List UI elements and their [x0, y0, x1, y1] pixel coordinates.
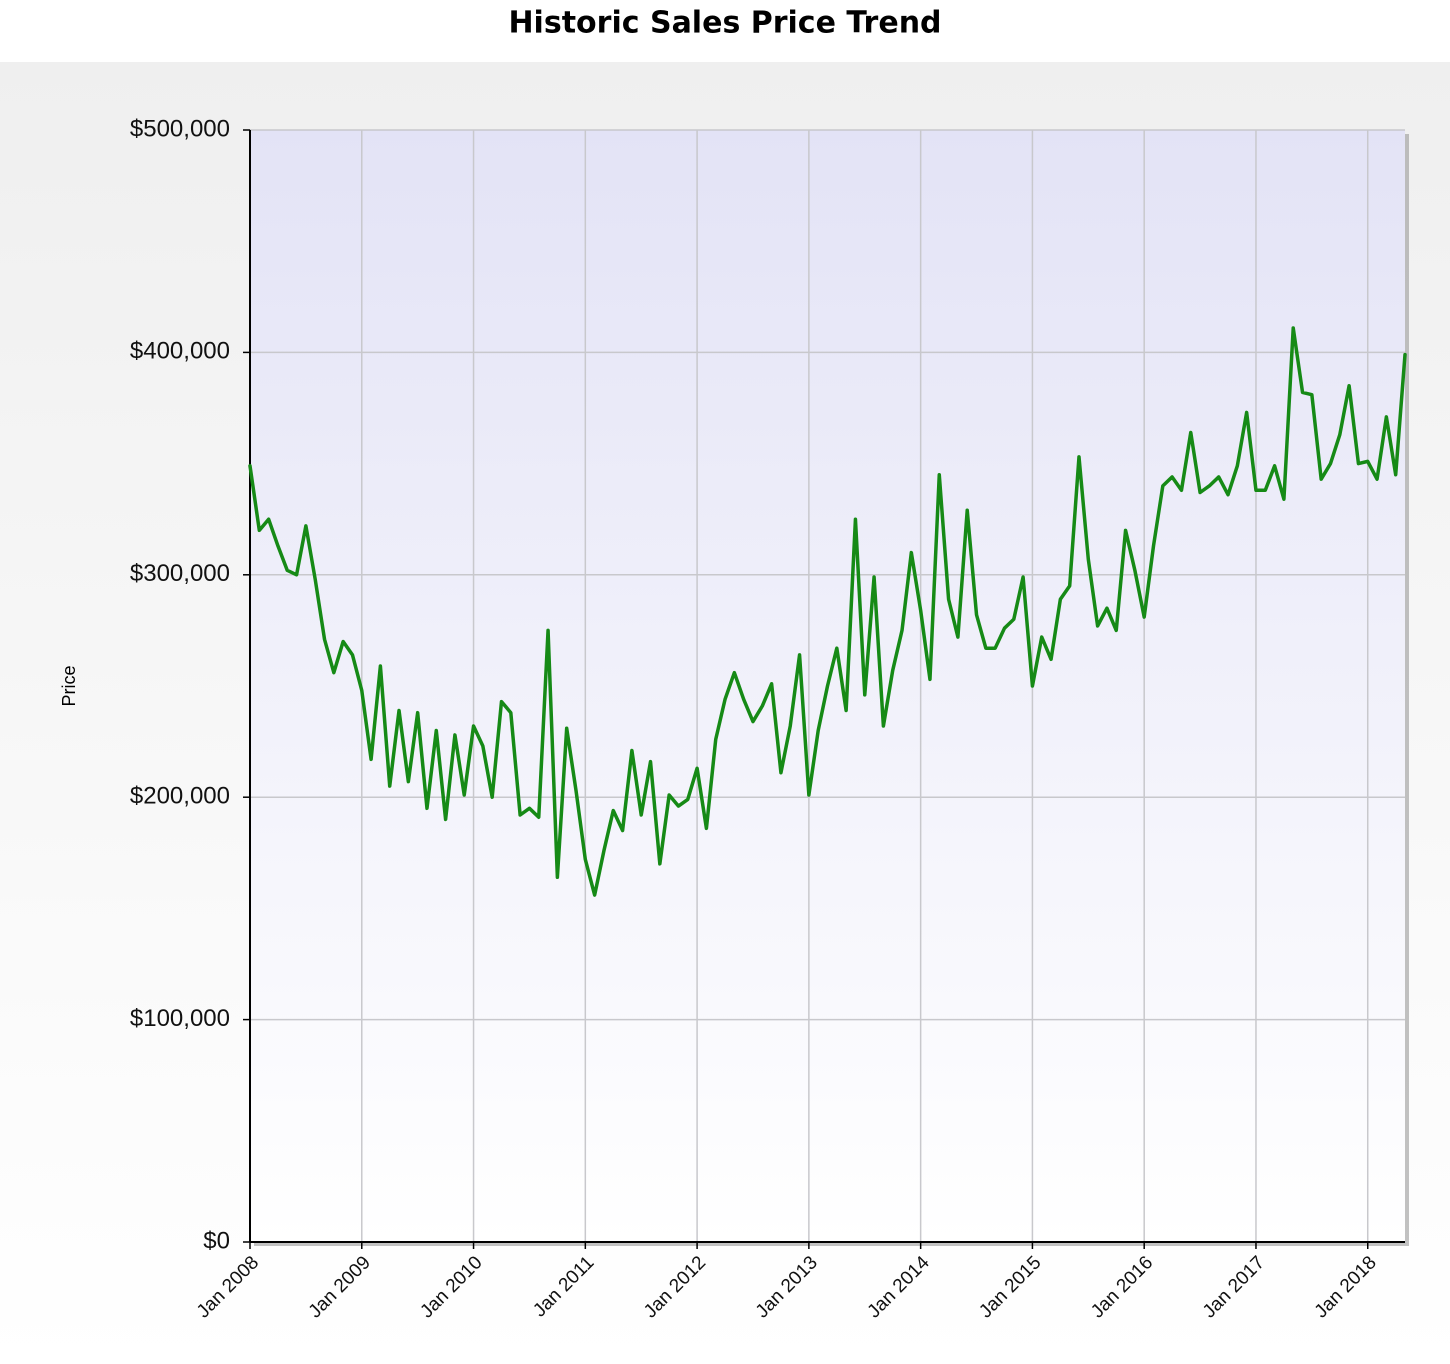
y-tick-label: $300,000	[130, 560, 230, 587]
y-tick-label: $200,000	[130, 783, 230, 810]
y-tick-label: $0	[203, 1227, 230, 1254]
y-tick-label: $100,000	[130, 1005, 230, 1032]
y-tick-label: $500,000	[130, 115, 230, 142]
y-axis-title: Price	[59, 665, 79, 706]
y-tick-label: $400,000	[130, 338, 230, 365]
price-line	[248, 326, 1407, 897]
chart-title: Historic Sales Price Trend	[508, 6, 941, 41]
